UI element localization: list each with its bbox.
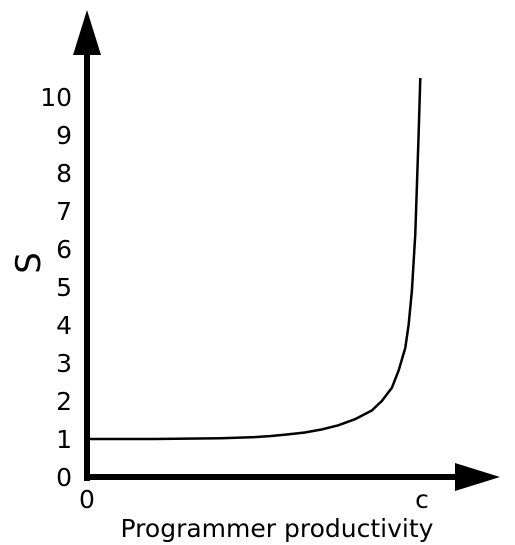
x-axis-arrow bbox=[455, 463, 500, 491]
x-tick-label: 0 bbox=[79, 485, 95, 514]
series-line bbox=[87, 77, 422, 441]
y-axis-arrow bbox=[73, 10, 101, 55]
y-tick-label: 9 bbox=[56, 121, 72, 150]
x-tick-label: c bbox=[415, 485, 429, 514]
y-tick-label: 5 bbox=[56, 273, 72, 302]
y-tick-label: 1 bbox=[56, 425, 72, 454]
y-tick-labels: 0 1 2 3 4 5 6 7 8 9 10 bbox=[40, 83, 72, 492]
y-tick-label: 7 bbox=[56, 197, 72, 226]
y-tick-label: 6 bbox=[56, 235, 72, 264]
y-axis-title: S bbox=[9, 252, 49, 274]
axes bbox=[73, 10, 500, 491]
y-tick-label: 3 bbox=[56, 349, 72, 378]
y-tick-label: 2 bbox=[56, 387, 72, 416]
y-tick-label: 0 bbox=[56, 463, 72, 492]
y-tick-label: 8 bbox=[56, 159, 72, 188]
x-axis-title: Programmer productivity bbox=[121, 514, 434, 543]
y-tick-label: 10 bbox=[40, 83, 72, 112]
y-tick-label: 4 bbox=[56, 311, 72, 340]
